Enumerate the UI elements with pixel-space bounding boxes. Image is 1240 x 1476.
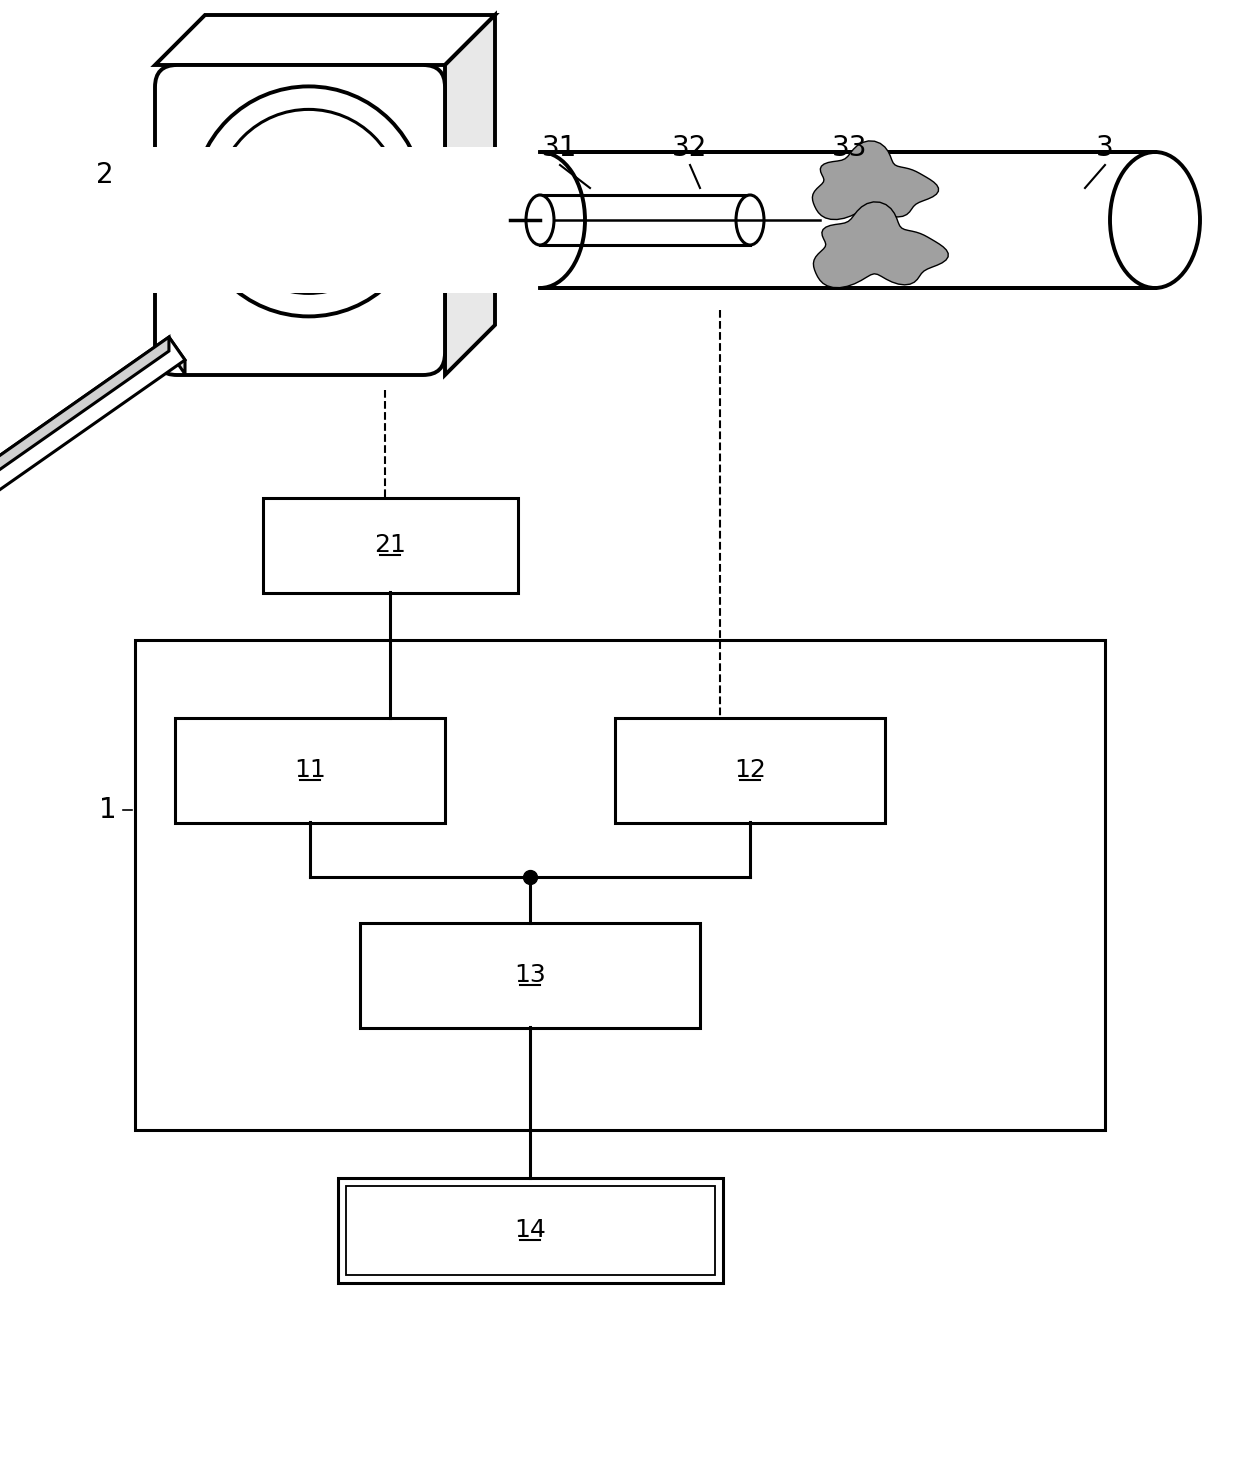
Bar: [0, 148, 539, 294]
Polygon shape: [0, 337, 185, 537]
Text: 11: 11: [294, 759, 326, 782]
Text: 31: 31: [542, 134, 578, 162]
Bar: [175, 717, 445, 822]
Text: 1: 1: [99, 796, 117, 824]
FancyBboxPatch shape: [155, 65, 445, 375]
Polygon shape: [0, 337, 169, 528]
Ellipse shape: [495, 152, 585, 288]
Text: 32: 32: [672, 134, 708, 162]
Polygon shape: [155, 15, 495, 65]
Text: 33: 33: [832, 134, 868, 162]
Bar: [135, 641, 1105, 1131]
Bar: [346, 1185, 714, 1274]
Polygon shape: [812, 140, 939, 220]
Bar: [360, 922, 701, 1027]
Text: 14: 14: [515, 1218, 546, 1241]
Bar: [263, 497, 517, 592]
Ellipse shape: [1110, 152, 1200, 288]
Text: 13: 13: [515, 962, 546, 987]
Circle shape: [193, 87, 424, 316]
Ellipse shape: [526, 195, 554, 245]
Text: 12: 12: [734, 759, 766, 782]
Circle shape: [217, 109, 401, 294]
Text: 3: 3: [1096, 134, 1114, 162]
Polygon shape: [169, 337, 185, 373]
Text: 2: 2: [97, 161, 114, 189]
Polygon shape: [445, 15, 495, 375]
Bar: [337, 1178, 723, 1283]
Ellipse shape: [737, 195, 764, 245]
Bar: [615, 717, 885, 822]
Polygon shape: [813, 202, 949, 288]
Text: 21: 21: [374, 533, 405, 556]
